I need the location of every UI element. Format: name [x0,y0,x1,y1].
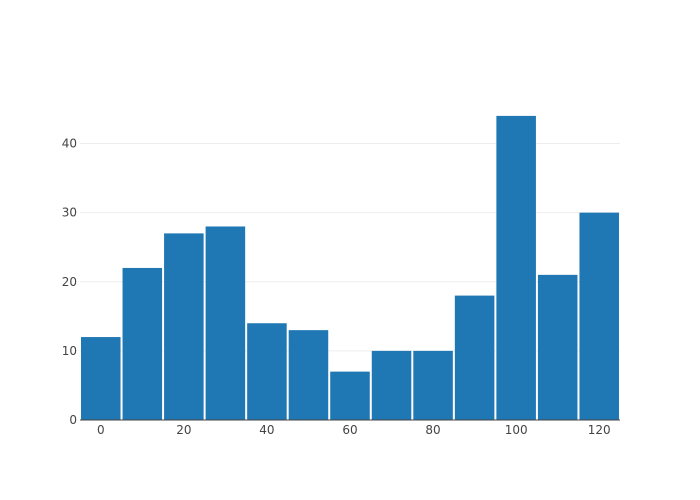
y-tick-label-10: 10 [62,344,77,358]
y-tick-label-40: 40 [62,137,77,151]
bar-6 [330,371,370,420]
bar-8 [413,350,453,420]
x-axis-ticks: 0 20 40 60 80 100 120 [97,423,611,437]
x-tick-label-100: 100 [505,423,528,437]
bar-1 [122,267,163,420]
x-tick-label-120: 120 [588,423,611,437]
y-tick-label-30: 30 [62,206,77,220]
x-tick-label-80: 80 [425,423,440,437]
y-tick-label-20: 20 [62,275,77,289]
x-tick-label-0: 0 [97,423,105,437]
bar-0 [81,337,121,420]
bar-4 [247,323,287,420]
x-tick-label-60: 60 [342,423,357,437]
y-tick-label-0: 0 [69,413,77,427]
x-tick-label-20: 20 [176,423,191,437]
x-tick-label-40: 40 [259,423,274,437]
bar-3 [205,226,246,420]
y-axis-ticks: 0 10 20 30 40 [62,137,77,427]
bar-11 [537,274,578,420]
bars [81,115,619,420]
bar-12 [579,212,619,420]
bar-5 [288,330,329,420]
bar-9 [454,295,495,420]
bar-2 [164,233,204,420]
bar-10 [496,115,536,420]
bar-7 [371,350,412,420]
